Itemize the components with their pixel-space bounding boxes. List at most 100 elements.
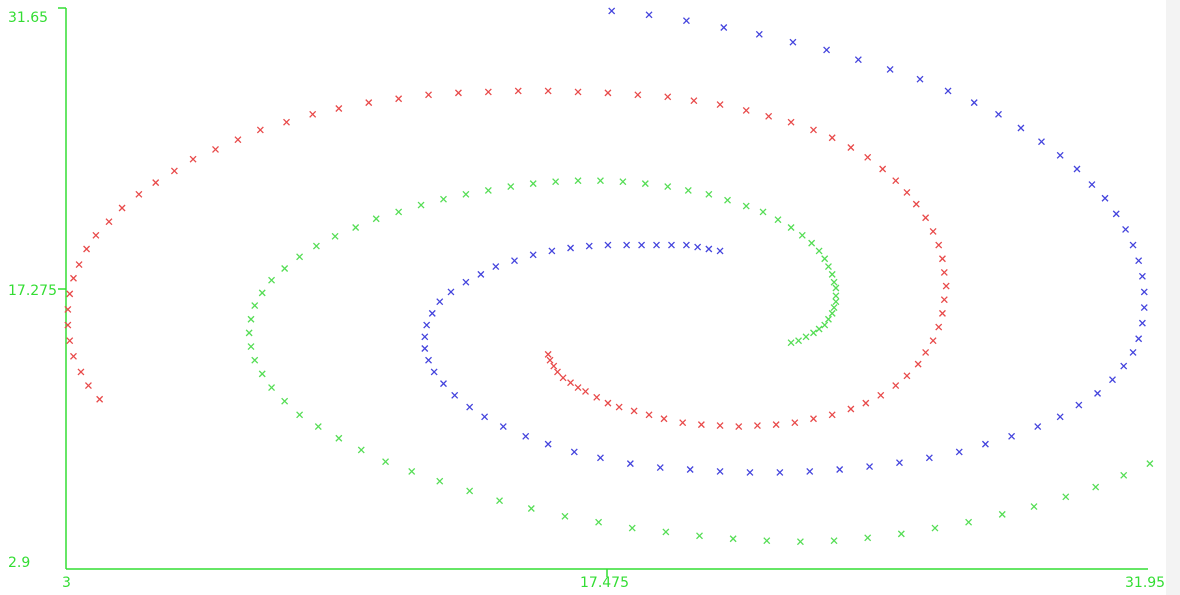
data-point [815,325,823,333]
data-point [854,56,862,64]
data-point [152,179,160,187]
data-point [423,321,431,329]
data-point [942,282,950,290]
data-point [527,505,535,512]
data-point [372,215,380,223]
data-point [507,183,515,191]
data-point [596,454,604,462]
data-point [1109,376,1116,384]
data-point [660,415,668,423]
data-point [755,30,763,38]
x-tick-label: 3 [62,575,71,591]
data-point [1030,503,1038,511]
data-point [1140,304,1148,311]
data-point [940,296,948,304]
data-point [914,360,922,368]
data-point [268,384,276,391]
data-point [189,155,197,163]
data-point [821,255,829,263]
data-point [862,399,870,407]
data-point [309,110,317,118]
data-point [897,530,905,538]
data-point [679,419,687,427]
data-point [1034,423,1042,431]
data-point [830,278,838,286]
data-point [561,512,569,520]
data-point [462,278,470,286]
data-point [830,537,838,545]
data-point [716,467,724,475]
data-point [64,306,72,313]
data-point [787,339,795,347]
data-point [866,463,874,471]
data-point [806,467,814,475]
data-point [903,188,911,196]
data-point [357,446,365,454]
data-point [559,374,567,382]
data-point [938,255,946,263]
data-point [886,66,894,73]
data-point [1094,389,1101,397]
data-point [668,241,675,249]
data-point [430,368,438,376]
data-point [522,432,530,440]
data-point [828,134,836,142]
data-point [716,247,724,255]
data-point [716,101,724,109]
data-point [1056,151,1064,159]
y-tick-label: 2.9 [8,555,30,571]
data-point [256,126,264,134]
data-point [1017,124,1025,132]
data-point [638,241,646,249]
data-point [447,288,455,296]
data-point [653,241,660,249]
y-tick-label: 31.65 [8,10,48,26]
data-point [548,247,556,255]
data-point [604,89,612,97]
data-point [746,468,754,476]
data-point [724,196,731,204]
data-point [832,298,840,306]
data-point [118,204,126,212]
data-point [70,274,77,282]
data-point [765,112,773,120]
data-point [466,403,474,411]
data-point [929,337,937,345]
window-edge [1166,0,1180,595]
data-point [965,518,973,526]
data-point [75,261,83,269]
data-point [567,379,575,387]
data-point [268,276,276,284]
data-point [544,440,552,448]
data-point [1129,241,1137,249]
data-point [440,380,447,388]
data-point [66,290,74,298]
data-point [864,153,872,161]
data-point [832,284,840,292]
data-point [608,7,616,15]
data-point [645,11,653,19]
data-point [916,75,924,83]
data-point [365,99,373,107]
data-point [895,459,903,467]
data-point [604,241,612,249]
data-point [593,393,601,401]
data-point [1122,226,1130,233]
data-point [296,411,304,419]
data-point [940,268,948,276]
data-point [925,454,933,462]
data-point [892,382,900,390]
data-point [331,232,339,240]
data-point [836,466,844,473]
data-point [864,534,872,542]
data-point [970,99,978,107]
data-point [312,242,320,250]
data-point [281,265,289,272]
data-point [705,245,713,253]
data-point [105,218,113,226]
data-point [408,467,416,475]
data-point [832,292,840,300]
data-point [436,477,444,485]
data-point [922,348,930,356]
data-point [135,190,143,198]
